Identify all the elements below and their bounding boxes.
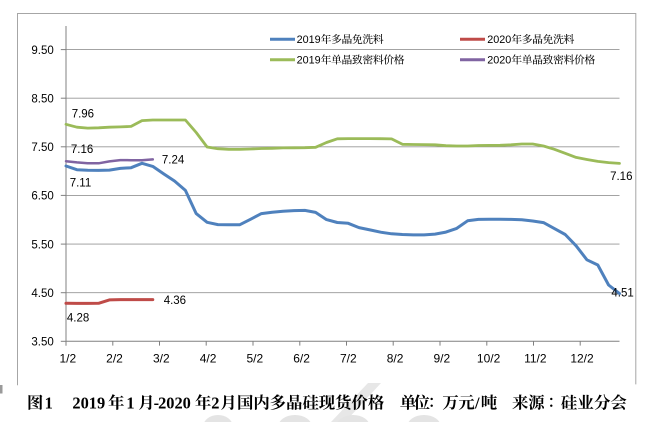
svg-text:7/2: 7/2 xyxy=(340,352,357,366)
svg-text:2: 2 xyxy=(211,393,219,412)
svg-text:11/2: 11/2 xyxy=(524,352,547,366)
svg-text:3.50: 3.50 xyxy=(31,337,53,349)
svg-text:1: 1 xyxy=(126,393,134,412)
svg-text:-: - xyxy=(154,393,159,412)
svg-text:4/2: 4/2 xyxy=(200,352,217,366)
svg-text:7.16: 7.16 xyxy=(71,144,93,156)
svg-text:12/2: 12/2 xyxy=(570,352,594,366)
svg-text:7.11: 7.11 xyxy=(70,177,92,189)
svg-text:4.36: 4.36 xyxy=(164,295,186,307)
svg-text:5/2: 5/2 xyxy=(246,352,263,366)
svg-text:3/2: 3/2 xyxy=(153,352,170,366)
svg-text:1/2: 1/2 xyxy=(59,352,76,366)
svg-text:8/2: 8/2 xyxy=(387,352,404,366)
svg-text:7.16: 7.16 xyxy=(610,171,632,183)
svg-text:2019: 2019 xyxy=(297,34,321,46)
svg-text:2020: 2020 xyxy=(487,34,511,46)
svg-text:4.50: 4.50 xyxy=(31,288,53,300)
svg-text:2019: 2019 xyxy=(297,55,321,67)
svg-text:10/2: 10/2 xyxy=(477,352,501,366)
svg-text:7.24: 7.24 xyxy=(162,154,185,166)
svg-text:2020: 2020 xyxy=(158,393,191,412)
svg-text:9/2: 9/2 xyxy=(433,352,450,366)
svg-text:2/2: 2/2 xyxy=(106,352,123,366)
svg-text:2019: 2019 xyxy=(72,393,105,412)
svg-text:9.50: 9.50 xyxy=(31,45,53,57)
svg-text:1: 1 xyxy=(45,393,53,412)
svg-text:6.50: 6.50 xyxy=(31,191,53,203)
svg-text:7.50: 7.50 xyxy=(31,142,53,154)
svg-text:/: / xyxy=(474,393,480,412)
svg-text:8.50: 8.50 xyxy=(31,94,53,106)
svg-text:7.96: 7.96 xyxy=(72,108,94,120)
svg-text:6/2: 6/2 xyxy=(293,352,310,366)
svg-text:5.50: 5.50 xyxy=(31,239,53,251)
svg-text:4.28: 4.28 xyxy=(67,313,89,325)
svg-text:2020: 2020 xyxy=(487,55,511,67)
svg-text:4.51: 4.51 xyxy=(611,288,633,300)
